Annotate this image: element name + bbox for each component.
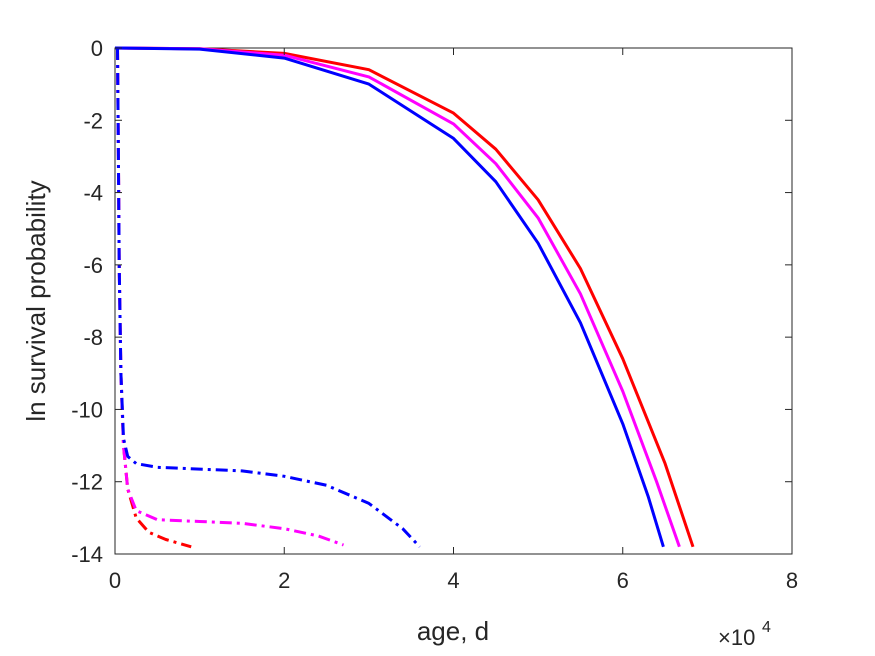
- series-line-6: [116, 47, 421, 548]
- y-tick-label: -10: [71, 397, 103, 422]
- y-tick-label: -14: [71, 542, 103, 567]
- x-tick-label: 8: [786, 568, 798, 593]
- x-exponent-label: ×10 4: [718, 619, 771, 650]
- y-tick-label: -12: [71, 470, 103, 495]
- y-tick-label: -6: [83, 253, 103, 278]
- y-tick-label: -2: [83, 108, 103, 133]
- series-line-2: [114, 46, 681, 548]
- x-tick-label: 0: [109, 568, 121, 593]
- x-axis-label: age, d: [417, 616, 489, 646]
- series-layer: [114, 46, 695, 549]
- x-exponent-base: ×10: [718, 625, 755, 650]
- plot-box: [114, 47, 793, 555]
- plot-area: 0 2 4 6 8 0 -2 -4 -6 -8 -10 -12 -14: [71, 36, 798, 593]
- y-axis-label: ln survival probability: [21, 180, 51, 421]
- y-tick-label: -4: [83, 181, 103, 206]
- x-exponent-power: 4: [762, 619, 771, 636]
- series-line-3: [114, 46, 665, 548]
- x-tick-label: 6: [617, 568, 629, 593]
- x-ticks: 0 2 4 6 8: [109, 48, 798, 593]
- y-tick-label: -8: [83, 325, 103, 350]
- x-tick-label: 2: [278, 568, 290, 593]
- y-tick-label: 0: [91, 36, 103, 61]
- x-tick-label: 4: [447, 568, 459, 593]
- y-ticks: 0 -2 -4 -6 -8 -10 -12 -14: [71, 36, 792, 567]
